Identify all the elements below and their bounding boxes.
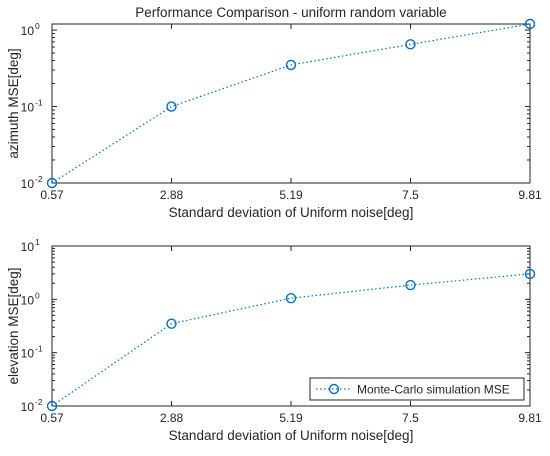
x-tick-label: 7.5 xyxy=(402,188,419,202)
x-tick-label: 9.81 xyxy=(518,411,542,425)
legend: Monte-Carlo simulation MSE xyxy=(309,377,525,401)
data-point-marker xyxy=(405,39,416,50)
data-point-marker xyxy=(285,59,297,71)
x-tick-label: 2.88 xyxy=(160,411,184,425)
y-tick-exponent: -2 xyxy=(35,397,43,407)
y-axis-label: azimuth MSE[deg] xyxy=(6,48,21,158)
axes-box xyxy=(51,23,531,184)
y-tick-exponent: -1 xyxy=(35,344,43,354)
x-tick-label: 9.81 xyxy=(518,188,542,202)
y-tick-label: 10 xyxy=(21,293,35,307)
x-tick-label: 5.19 xyxy=(279,188,303,202)
y-axis-label: elevation MSE[deg] xyxy=(6,267,21,384)
data-point-marker xyxy=(46,177,58,189)
data-point-marker xyxy=(166,101,177,112)
y-tick-label: 10 xyxy=(21,177,35,191)
y-tick-exponent: 0 xyxy=(35,290,40,300)
series-line xyxy=(51,23,531,184)
y-tick-label: 10 xyxy=(21,347,35,361)
legend-marker xyxy=(328,383,340,395)
data-point-marker xyxy=(46,400,58,412)
x-tick-label: 0.57 xyxy=(40,411,64,425)
series-line xyxy=(51,273,531,407)
x-tick-label: 7.5 xyxy=(402,411,419,425)
data-point-marker xyxy=(166,318,177,329)
y-tick-exponent: 0 xyxy=(35,21,40,31)
data-point-marker xyxy=(524,18,536,30)
y-tick-exponent: 1 xyxy=(35,237,40,247)
data-point-marker xyxy=(524,268,536,280)
x-axis-label: Standard deviation of Uniform noise[deg] xyxy=(169,205,414,220)
y-tick-label: 10 xyxy=(21,400,35,414)
x-tick-label: 0.57 xyxy=(40,188,64,202)
x-tick-label: 2.88 xyxy=(160,188,184,202)
y-tick-exponent: -2 xyxy=(35,174,43,184)
data-point-marker xyxy=(285,293,297,304)
y-tick-exponent: -1 xyxy=(35,98,43,108)
y-tick-label: 10 xyxy=(21,101,35,115)
y-tick-label: 10 xyxy=(21,24,35,38)
chart-title: Performance Comparison - uniform random … xyxy=(135,5,446,20)
data-point-marker xyxy=(405,279,416,291)
legend-entry-label: Monte-Carlo simulation MSE xyxy=(357,383,510,397)
legend-box xyxy=(309,377,525,401)
y-tick-label: 10 xyxy=(21,240,35,254)
x-tick-label: 5.19 xyxy=(279,411,303,425)
x-axis-label: Standard deviation of Uniform noise[deg] xyxy=(169,428,414,443)
